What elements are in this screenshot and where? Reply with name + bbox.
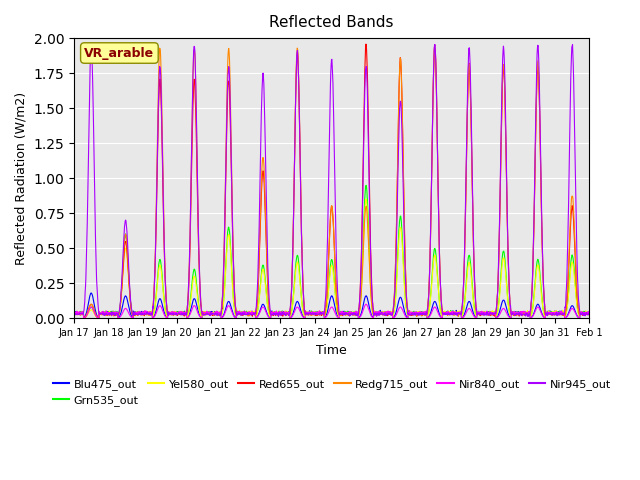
Red655_out [362,41,370,47]
Nir840_out [479,310,487,316]
Blu475_out [412,311,420,316]
Red655_out [185,277,193,283]
Yel580_out [80,315,88,321]
Grn535_out [185,307,193,313]
Grn535_out [586,311,593,317]
Red655_out [586,312,593,317]
Line: Red655_out: Red655_out [74,44,589,318]
Nir945_out [586,311,593,317]
Yel580_out [173,310,180,315]
Blu475_out [88,290,95,296]
Redg715_out [431,45,438,50]
Grn535_out [362,182,370,188]
Nir840_out [243,311,250,316]
Blu475_out [586,310,593,315]
Blu475_out [173,310,180,315]
Line: Redg715_out: Redg715_out [74,48,589,318]
Redg715_out [586,310,593,316]
Grn535_out [173,309,180,315]
Nir945_out [275,314,282,320]
Grn535_out [95,315,102,321]
Nir840_out [70,310,78,315]
Yel580_out [479,309,487,314]
Yel580_out [70,308,78,314]
Redg715_out [479,311,487,316]
Red655_out [479,312,487,318]
Nir945_out [431,42,438,48]
Nir945_out [243,312,250,317]
Nir945_out [525,311,532,317]
Nir945_out [185,282,193,288]
Red655_out [173,311,180,317]
Grn535_out [479,309,487,314]
Grn535_out [243,310,250,316]
Blu475_out [527,315,534,321]
Grn535_out [412,309,420,315]
Nir945_out [479,311,487,316]
Red655_out [243,312,250,317]
Yel580_out [243,310,250,315]
Nir945_out [412,312,420,318]
Legend: Blu475_out, Grn535_out, Yel580_out, Red655_out, Redg715_out, Nir840_out, Nir945_: Blu475_out, Grn535_out, Yel580_out, Red6… [48,374,615,410]
Line: Grn535_out: Grn535_out [74,185,589,318]
Blu475_out [243,311,250,316]
Blu475_out [70,309,78,315]
Redg715_out [412,311,420,316]
Red655_out [95,315,102,321]
Redg715_out [95,315,102,321]
Red655_out [525,312,532,318]
Nir840_out [525,309,532,315]
Yel580_out [586,309,593,314]
Nir945_out [172,312,180,318]
Yel580_out [412,311,420,316]
Nir840_out [492,315,500,321]
Redg715_out [525,311,532,317]
Y-axis label: Reflected Radiation (W/m2): Reflected Radiation (W/m2) [15,92,28,265]
Redg715_out [185,271,193,276]
Nir840_out [362,301,370,307]
X-axis label: Time: Time [316,344,347,357]
Yel580_out [185,309,193,314]
Yel580_out [525,310,532,315]
Nir945_out [70,311,78,317]
Redg715_out [173,312,180,317]
Blu475_out [525,310,532,316]
Nir840_out [172,311,180,316]
Line: Nir840_out: Nir840_out [74,304,589,318]
Title: Reflected Bands: Reflected Bands [269,15,394,30]
Line: Nir945_out: Nir945_out [74,45,589,317]
Redg715_out [243,312,250,318]
Redg715_out [70,312,78,318]
Text: VR_arable: VR_arable [84,47,154,60]
Grn535_out [525,311,532,317]
Blu475_out [185,312,193,318]
Red655_out [412,311,420,317]
Nir840_out [412,310,420,315]
Yel580_out [362,196,370,202]
Nir840_out [586,310,593,316]
Red655_out [70,311,78,317]
Grn535_out [70,310,78,316]
Blu475_out [479,310,487,316]
Line: Blu475_out: Blu475_out [74,293,589,318]
Nir840_out [185,314,193,320]
Line: Yel580_out: Yel580_out [74,199,589,318]
